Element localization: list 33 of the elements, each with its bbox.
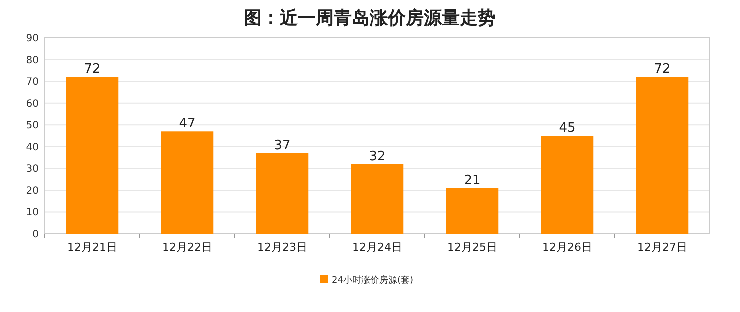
data-label: 21 (464, 173, 481, 188)
x-tick-label: 12月24日 (352, 241, 402, 254)
y-tick-label: 40 (26, 142, 39, 154)
y-tick-label: 30 (26, 164, 39, 176)
y-tick-label: 50 (26, 120, 39, 132)
bar (66, 77, 119, 234)
x-tick-label: 12月21日 (68, 241, 118, 254)
y-tick-label: 10 (26, 208, 39, 219)
data-label: 47 (179, 116, 196, 132)
x-tick-label: 12月25日 (448, 241, 498, 254)
data-label: 72 (84, 62, 101, 78)
x-tick-label: 12月22日 (162, 241, 212, 254)
y-tick-label: 70 (26, 77, 39, 88)
chart-title: 图：近一周青岛涨价房源量走势 (244, 8, 496, 29)
bar (636, 77, 689, 234)
y-tick-label: 60 (26, 98, 39, 110)
bar (161, 132, 214, 234)
y-tick-label: 80 (26, 55, 39, 66)
bar (256, 153, 309, 234)
y-tick-label: 90 (26, 34, 39, 44)
data-label: 32 (369, 149, 386, 164)
data-label: 45 (559, 121, 576, 136)
bar (351, 164, 404, 234)
legend-label: 24小时涨价房源(套) (332, 275, 414, 286)
data-label: 37 (274, 138, 291, 154)
y-tick-label: 20 (26, 186, 39, 197)
y-tick-label: 0 (32, 230, 39, 240)
x-tick-label: 12月23日 (258, 241, 308, 254)
x-tick-label: 12月26日 (542, 241, 592, 254)
x-tick-label: 12月27日 (638, 241, 688, 254)
bar (446, 188, 499, 234)
data-label: 72 (654, 62, 671, 78)
bar (541, 136, 594, 234)
